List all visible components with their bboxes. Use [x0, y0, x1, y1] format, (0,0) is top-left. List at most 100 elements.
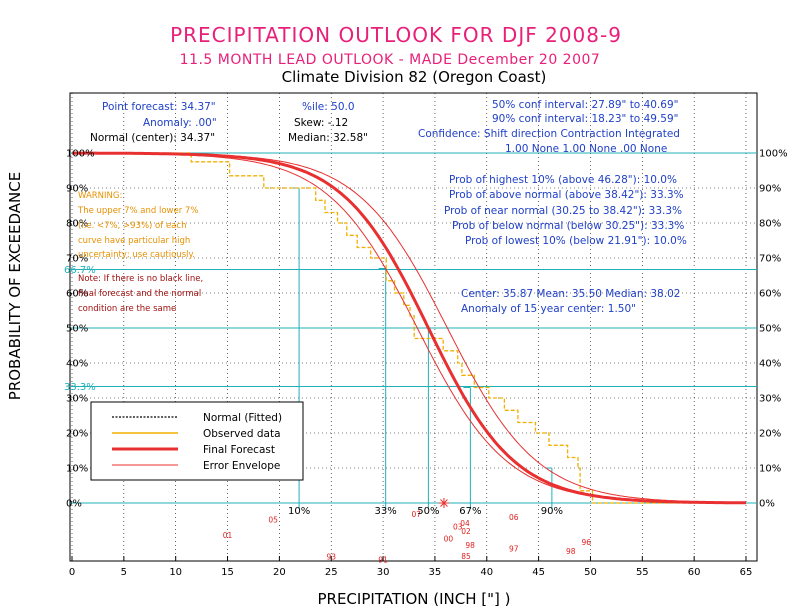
prob-below: Prob of below normal (below 30.25"): 33.…	[452, 220, 684, 232]
year-label: 06	[509, 513, 519, 522]
center-asterisk-stroke	[440, 499, 448, 507]
note-line: Note: If there is no black line,	[78, 274, 203, 284]
chart-title: PRECIPITATION OUTLOOK FOR DJF 2008-9	[170, 23, 622, 47]
warning-line: uncertainty; use cautiously.	[78, 250, 195, 260]
prob-near: Prob of near normal (30.25 to 38.42"): 3…	[444, 205, 682, 217]
y-tick-label-right: 80%	[759, 219, 781, 230]
chart-subtitle: 11.5 MONTH LEAD OUTLOOK - MADE December …	[180, 52, 601, 68]
x-tick-label: 10	[169, 567, 182, 578]
prob-highest: Prob of highest 10% (above 46.28"): 10.0…	[449, 174, 677, 186]
percentile-label: 10%	[288, 506, 310, 517]
year-label: 04	[460, 519, 470, 528]
y-tick-label-left: 80%	[66, 219, 88, 230]
y-axis-ticks: 0% 0% 10% 10% 20% 20% 30% 30% 40% 40% 50% 50% 60% 60%…	[66, 149, 788, 510]
year-label: 03	[453, 522, 463, 531]
warning-line: (i.e. <7%, >93%) of each	[78, 221, 186, 231]
x-tick-label: 40	[480, 567, 493, 578]
conf90: 90% conf interval: 18.23" to 49.59"	[492, 113, 678, 125]
y-tick-label-left: 50%	[66, 324, 88, 335]
point-forecast: Point forecast: 34.37"	[102, 101, 216, 113]
year-label: 01	[223, 531, 233, 540]
year-label: 85	[461, 552, 471, 561]
y-tick-label-left: 100%	[66, 149, 95, 160]
y-tick-label-right: 100%	[759, 149, 788, 160]
prob-above: Prob of above normal (above 38.42"): 33.…	[449, 189, 684, 201]
anomaly-15yr: Anomaly of 15 year center: 1.50"	[461, 303, 636, 315]
confidence-header: Confidence: Shift direction Contraction …	[418, 128, 680, 140]
note-block: Note: If there is no black line, final f…	[78, 274, 203, 314]
y-tick-label-right: 0%	[759, 499, 775, 510]
median-stat: Median: 32.58"	[288, 132, 368, 144]
tercile-label: 66.7%	[64, 265, 96, 276]
confidence-values: 1.00 None 1.00 None .00 None	[505, 143, 667, 155]
legend-final-label: Final Forecast	[203, 444, 275, 456]
year-label: 05	[268, 515, 278, 524]
year-label: 91	[378, 556, 388, 565]
legend-observed-label: Observed data	[203, 428, 281, 440]
y-tick-label-left: 90%	[66, 184, 88, 195]
legend-envelope-label: Error Envelope	[203, 460, 280, 472]
note-line: final forecast and the normal	[78, 289, 201, 299]
vertical-grid	[71, 93, 747, 561]
plot-frame	[69, 92, 758, 562]
y-tick-label-left: 10%	[66, 464, 88, 475]
year-label: 98	[465, 541, 475, 550]
climate-division: Climate Division 82 (Oregon Coast)	[282, 68, 547, 86]
year-label: 00	[444, 535, 454, 544]
x-tick-label: 30	[377, 567, 390, 578]
percentile-label: 33%	[375, 506, 397, 517]
year-label: 02	[461, 527, 471, 536]
y-tick-label-right: 60%	[759, 289, 781, 300]
normal-center: Normal (center): 34.37"	[90, 132, 215, 144]
conf50: 50% conf interval: 27.89" to 40.69"	[492, 99, 678, 111]
percentile-labels: 10% 33% 50% 67% 90%	[288, 506, 563, 517]
y-tick-label-right: 90%	[759, 184, 781, 195]
y-tick-label-right: 10%	[759, 464, 781, 475]
x-tick-label: 0	[69, 567, 75, 578]
x-tick-label: 65	[740, 567, 753, 578]
horizontal-grid	[70, 152, 757, 504]
y-tick-label-right: 50%	[759, 324, 781, 335]
y-tick-label-left: 70%	[66, 254, 88, 265]
warning-line: The upper 7% and lower 7%	[77, 206, 198, 216]
percentile-label: 67%	[459, 506, 481, 517]
skew-stat: Skew: -.12	[294, 117, 348, 129]
x-tick-label: 55	[636, 567, 649, 578]
year-label: 97	[509, 544, 519, 553]
note-line: condition are the same	[78, 304, 176, 314]
legend: Normal (Fitted) Observed data Final Fore…	[90, 401, 304, 481]
year-label: 96	[582, 538, 592, 547]
warning-line: WARNING:	[78, 191, 122, 201]
legend-box	[90, 401, 304, 481]
y-tick-label-left: 30%	[66, 394, 88, 405]
observed-data-line	[72, 152, 746, 504]
y-tick-label-left: 20%	[66, 429, 88, 440]
center-mean-median: Center: 35.87 Mean: 35.50 Median: 38.02	[461, 288, 680, 300]
x-tick-label: 50	[584, 567, 597, 578]
final-forecast-line	[72, 151, 746, 505]
y-tick-label-left: 40%	[66, 359, 88, 370]
year-label: 98	[566, 547, 576, 556]
x-tick-label: 5	[121, 567, 127, 578]
y-axis-label: PROBABILITY OF EXCEEDANCE	[6, 172, 24, 400]
year-label: 07	[411, 510, 421, 519]
legend-normal-label: Normal (Fitted)	[203, 412, 282, 424]
warning-block: WARNING: The upper 7% and lower 7% (i.e.…	[77, 191, 198, 260]
reference-line-labels: 66.7% 33.3%	[64, 265, 96, 393]
x-tick-label: 35	[429, 567, 442, 578]
y-tick-label-right: 30%	[759, 394, 781, 405]
x-tick-label: 25	[325, 567, 338, 578]
x-tick-label: 20	[273, 567, 286, 578]
x-tick-label: 60	[688, 567, 701, 578]
y-tick-label-right: 40%	[759, 359, 781, 370]
percentile-label: 90%	[541, 506, 563, 517]
x-tick-label: 45	[532, 567, 545, 578]
anomaly: Anomaly: .00"	[143, 117, 217, 129]
x-axis-ticks: 0 5 10 15 20 25 30 35 40 45 50 55 60 65	[69, 556, 753, 578]
y-tick-label-right: 70%	[759, 254, 781, 265]
x-axis-label: PRECIPITATION (INCH ["] )	[317, 590, 510, 608]
prob-lowest: Prob of lowest 10% (below 21.91"): 10.0%	[465, 235, 687, 247]
center-marker	[438, 498, 449, 508]
